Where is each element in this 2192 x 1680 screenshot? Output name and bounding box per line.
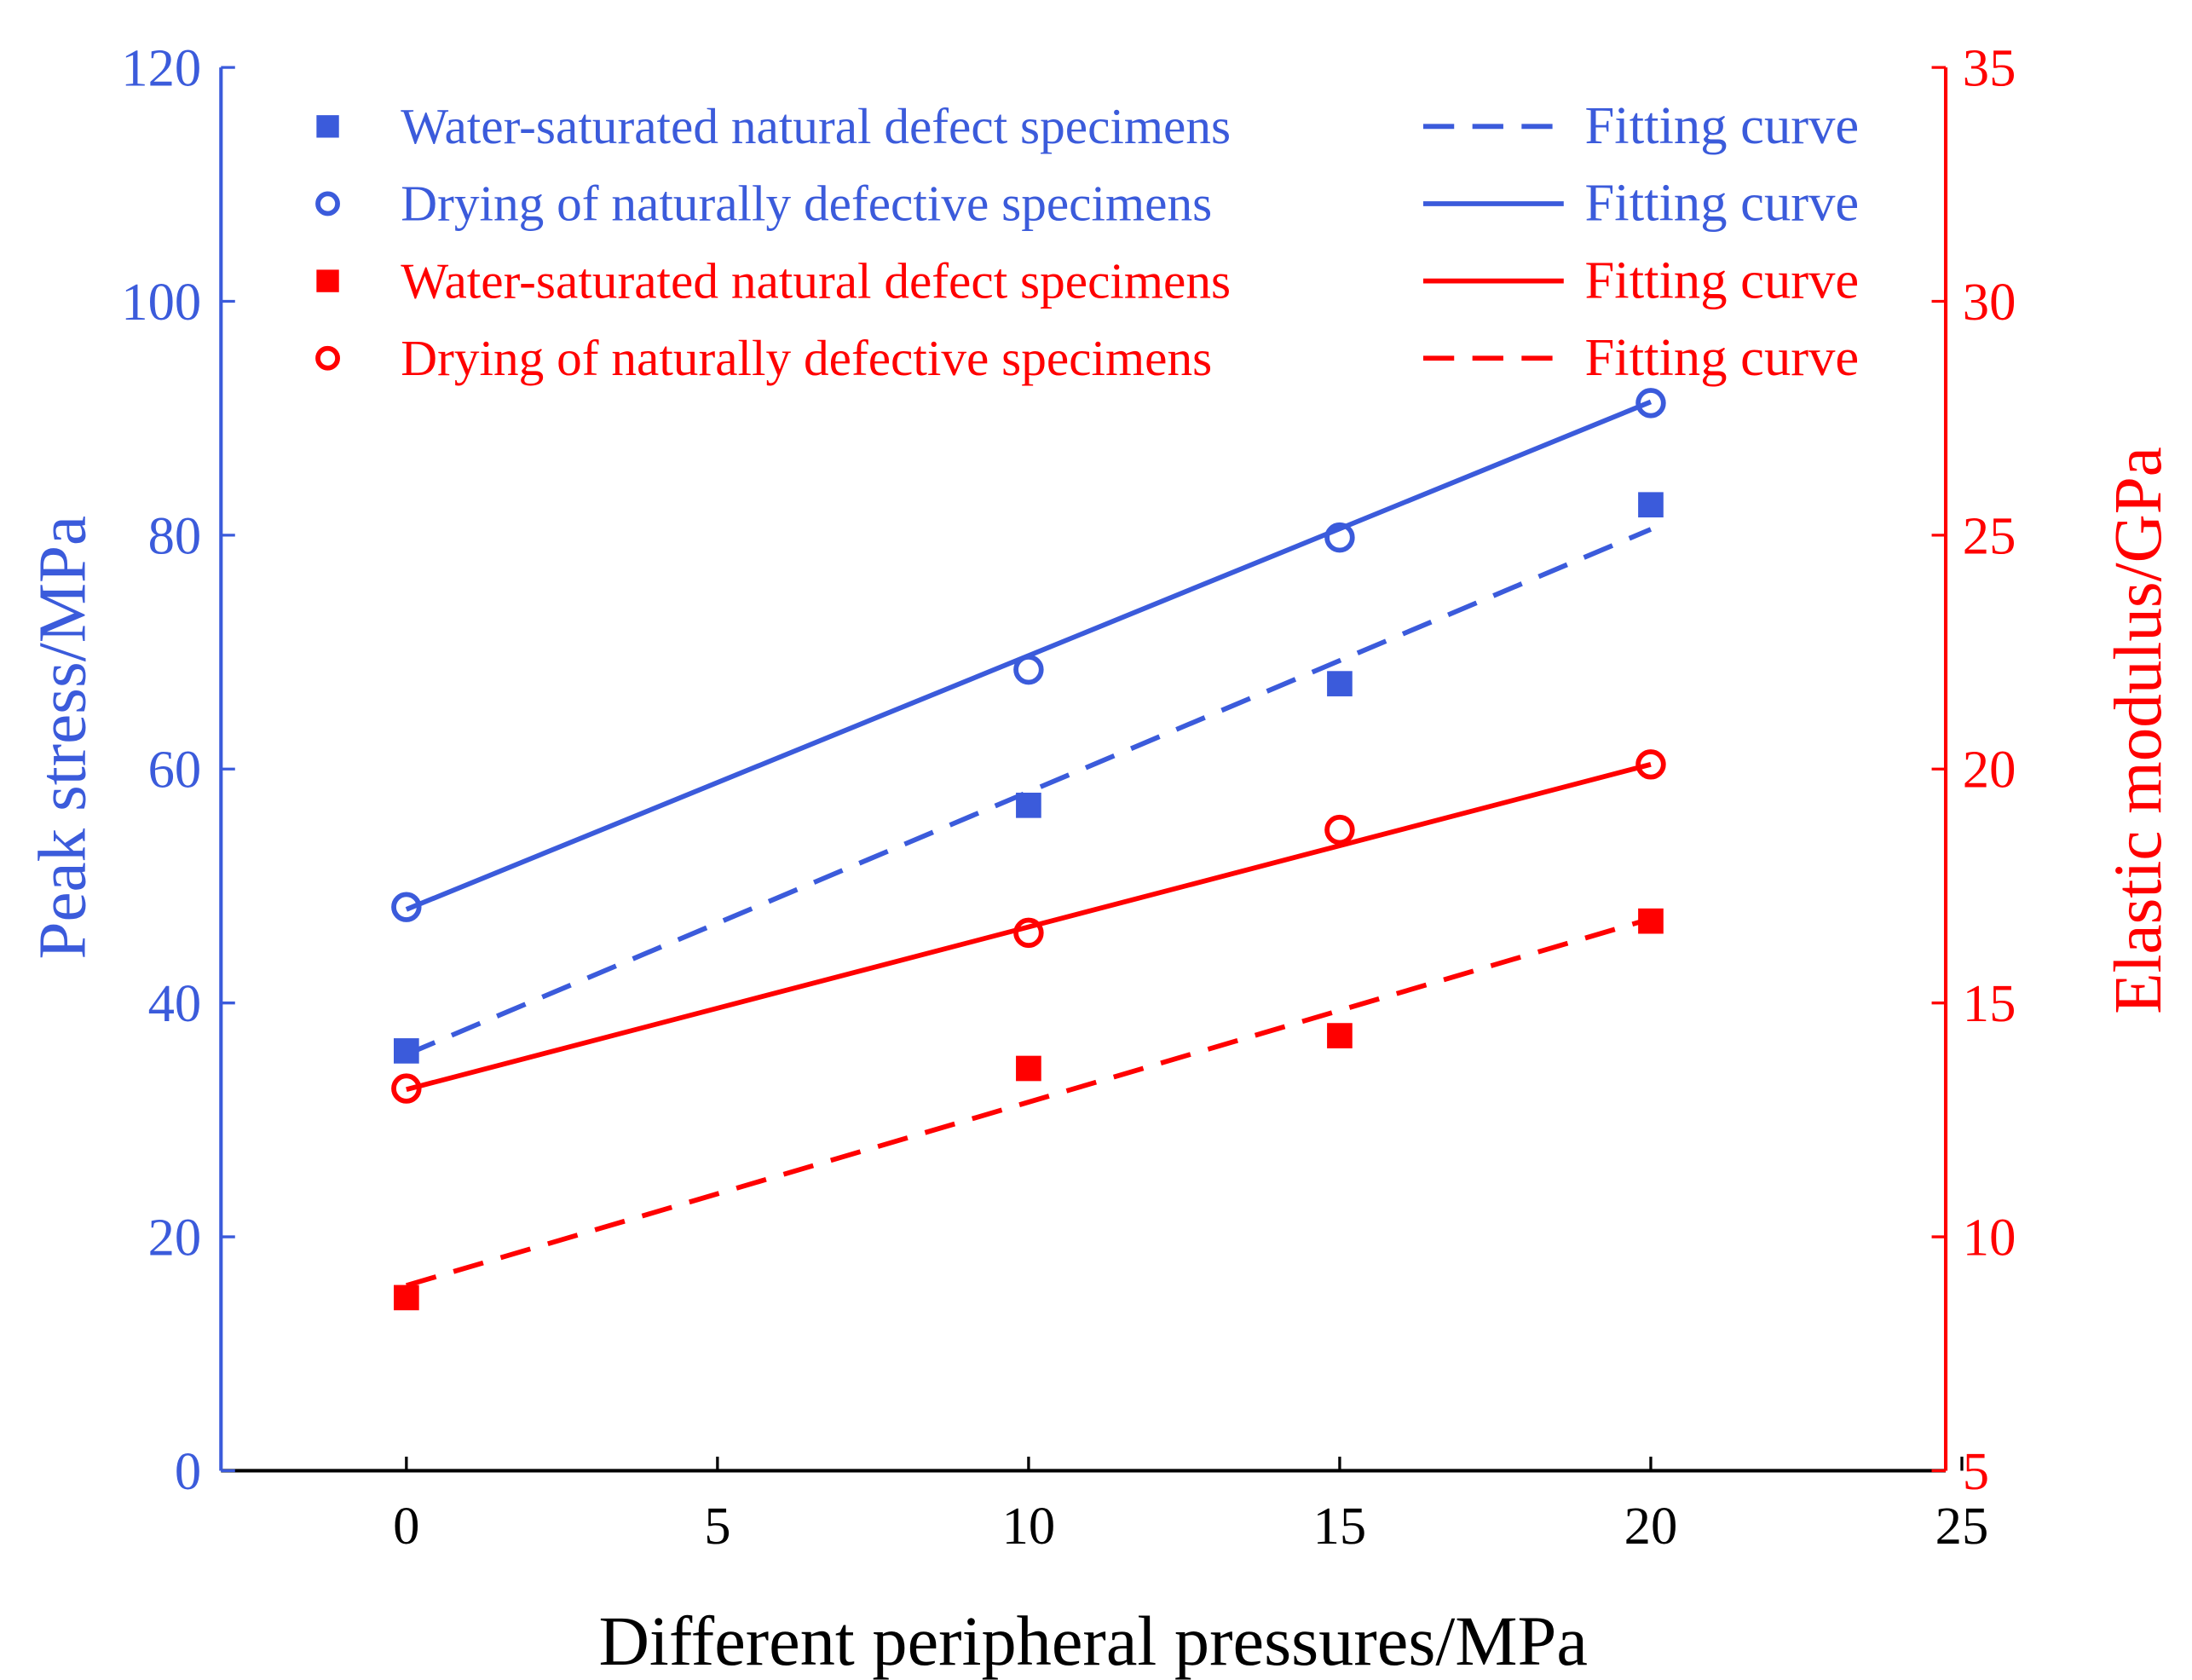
y-tick-label: 100 bbox=[121, 272, 201, 332]
y2-tick-label: 30 bbox=[1963, 272, 2016, 332]
y2-tick-label: 35 bbox=[1963, 38, 2016, 98]
data-point-4 bbox=[1635, 749, 1666, 780]
legend-fit-label-4: Fitting curve bbox=[1585, 327, 1860, 387]
y2-tick-label: 10 bbox=[1963, 1207, 2016, 1267]
legend-marker-1 bbox=[316, 115, 339, 138]
x-tick-label: 15 bbox=[1313, 1496, 1367, 1556]
data-point-4 bbox=[1324, 814, 1355, 846]
data-point-2 bbox=[1013, 654, 1044, 685]
legend-label-3: Water-saturated natural defect specimens bbox=[401, 252, 1231, 309]
legend-marker-4 bbox=[315, 345, 340, 371]
legend-marker-3 bbox=[316, 269, 339, 292]
x-tick-label: 10 bbox=[1002, 1496, 1056, 1556]
legend-label-4: Drying of naturally defective specimens bbox=[401, 330, 1212, 386]
y-tick-label: 40 bbox=[148, 973, 202, 1033]
legend-fit-label-2: Fitting curve bbox=[1585, 173, 1860, 233]
data-point-4 bbox=[391, 1073, 422, 1104]
y2-tick-label: 25 bbox=[1963, 505, 2016, 565]
fit-line-3 bbox=[406, 761, 1652, 1092]
legend-label-1: Water-saturated natural defect specimens bbox=[401, 98, 1231, 154]
data-point-1 bbox=[394, 1038, 419, 1064]
y-axis-title: Peak stress/MPa bbox=[26, 516, 100, 960]
data-point-3 bbox=[1016, 1055, 1041, 1082]
legend-label-2: Drying of naturally defective specimens bbox=[401, 176, 1212, 232]
data-point-3 bbox=[394, 1285, 419, 1311]
data-point-2 bbox=[1635, 388, 1666, 419]
data-point-2 bbox=[391, 892, 422, 922]
y-tick-label: 20 bbox=[148, 1207, 202, 1267]
y2-tick-label: 5 bbox=[1963, 1441, 1989, 1501]
data-point-1 bbox=[1016, 792, 1041, 818]
x-axis-title: Different peripheral pressures/MPa bbox=[598, 1602, 1588, 1680]
y2-tick-label: 15 bbox=[1963, 973, 2016, 1033]
y2-tick-label: 20 bbox=[1963, 740, 2016, 800]
data-point-1 bbox=[1638, 492, 1664, 518]
data-point-1 bbox=[1327, 671, 1353, 696]
x-tick-label: 5 bbox=[704, 1496, 730, 1556]
legend-fit-label-3: Fitting curve bbox=[1585, 250, 1860, 309]
y2-axis-title: Elastic modulus/GPa bbox=[2102, 447, 2176, 1014]
data-point-4 bbox=[1013, 917, 1044, 949]
y-tick-label: 80 bbox=[148, 505, 202, 565]
legend-fit-label-1: Fitting curve bbox=[1585, 95, 1860, 155]
fit-line-4 bbox=[406, 916, 1652, 1288]
x-tick-label: 20 bbox=[1624, 1496, 1678, 1556]
y-tick-label: 0 bbox=[175, 1441, 201, 1501]
x-tick-label: 0 bbox=[393, 1496, 419, 1556]
legend-marker-2 bbox=[315, 191, 340, 216]
data-point-2 bbox=[1324, 522, 1355, 553]
data-point-3 bbox=[1327, 1023, 1353, 1048]
y-tick-label: 120 bbox=[121, 38, 201, 98]
y-tick-label: 60 bbox=[148, 740, 202, 800]
x-tick-label: 25 bbox=[1935, 1496, 1989, 1556]
fit-line-1 bbox=[405, 527, 1653, 1057]
